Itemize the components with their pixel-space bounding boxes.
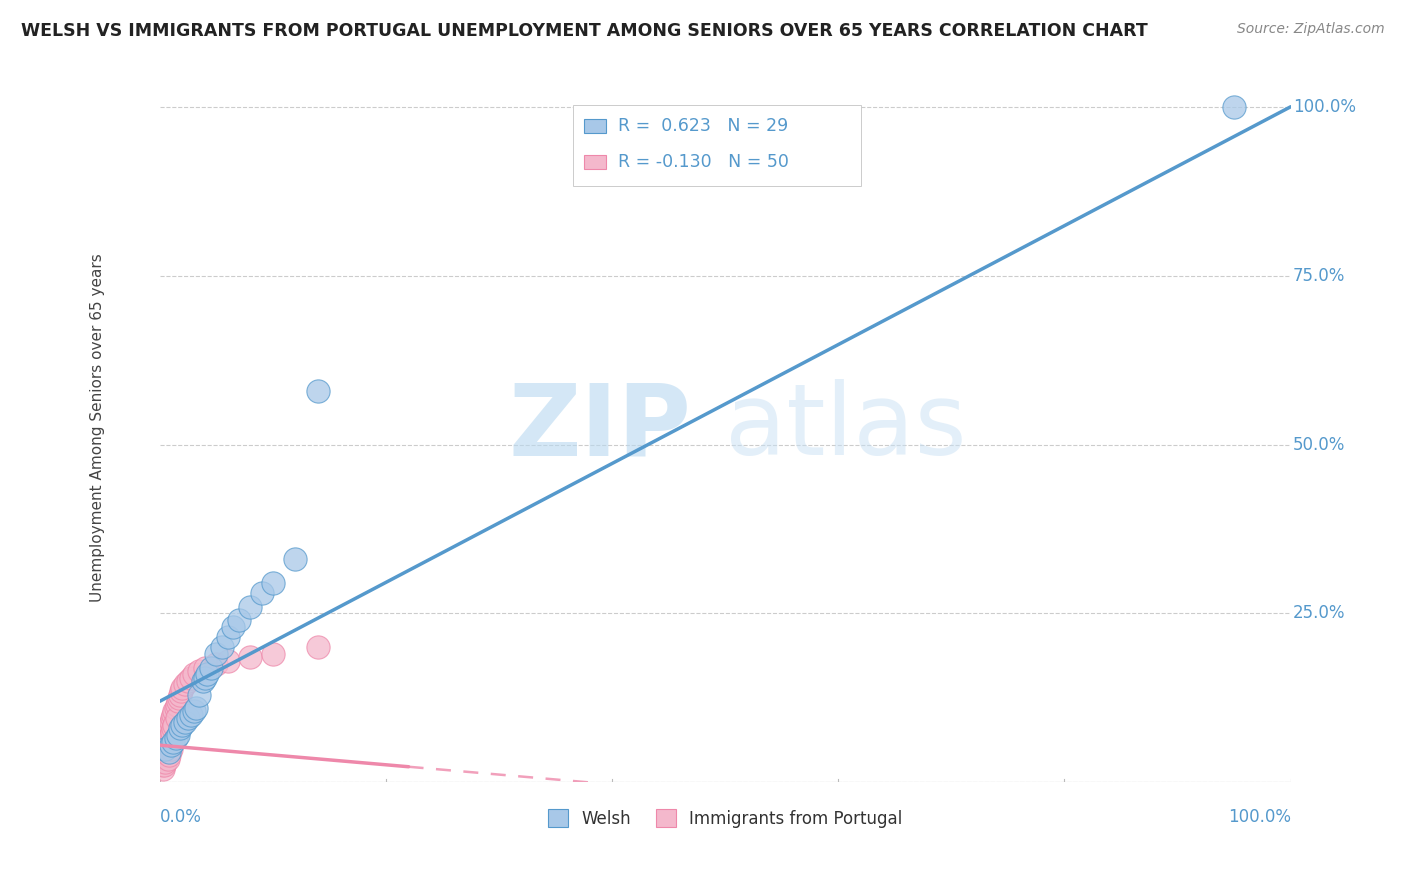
Point (188, 664, 211, 678)
Point (155, 728, 177, 742)
Text: Source: ZipAtlas.com: Source: ZipAtlas.com (1237, 22, 1385, 37)
Point (173, 714, 195, 729)
Point (159, 718, 181, 732)
Point (183, 667, 205, 681)
Text: WELSH VS IMMIGRANTS FROM PORTUGAL UNEMPLOYMENT AMONG SENIORS OVER 65 YEARS CORRE: WELSH VS IMMIGRANTS FROM PORTUGAL UNEMPL… (21, 22, 1147, 40)
Point (155, 755, 177, 769)
Point (1223, 100, 1246, 114)
Point (160, 724, 183, 739)
Point (307, 640, 329, 655)
Point (157, 745, 180, 759)
Text: atlas: atlas (725, 379, 967, 476)
FancyBboxPatch shape (572, 105, 860, 186)
Point (166, 728, 188, 742)
Point (155, 731, 177, 746)
Point (262, 576, 284, 591)
Point (150, 758, 173, 772)
Text: 0.0%: 0.0% (160, 808, 201, 826)
Text: R =  0.623   N = 29: R = 0.623 N = 29 (617, 117, 787, 136)
Point (162, 707, 184, 722)
Point (284, 552, 307, 566)
Point (153, 735, 176, 749)
Point (165, 701, 187, 715)
Point (191, 673, 214, 688)
Text: Unemployment Among Seniors over 65 years: Unemployment Among Seniors over 65 years (90, 253, 105, 602)
Point (163, 705, 186, 719)
Text: 50.0%: 50.0% (1294, 435, 1346, 453)
Text: R = -0.130   N = 50: R = -0.130 N = 50 (617, 153, 789, 170)
Point (217, 630, 239, 644)
FancyBboxPatch shape (583, 154, 606, 169)
Point (205, 647, 228, 661)
Point (167, 690, 190, 705)
Point (162, 721, 184, 735)
Legend: Welsh, Immigrants from Portugal: Welsh, Immigrants from Portugal (541, 803, 910, 834)
Point (166, 698, 188, 712)
Point (155, 741, 177, 756)
Point (239, 599, 262, 614)
Point (160, 711, 183, 725)
Point (156, 752, 179, 766)
Point (194, 671, 217, 685)
Point (250, 586, 273, 600)
Point (150, 745, 173, 759)
Point (205, 657, 228, 672)
Point (169, 688, 191, 702)
Text: ZIP: ZIP (509, 379, 692, 476)
Point (152, 738, 174, 752)
Point (180, 671, 202, 685)
Point (172, 718, 194, 732)
Point (173, 677, 195, 691)
Point (160, 714, 183, 729)
Point (163, 718, 186, 732)
Point (184, 701, 207, 715)
Point (200, 660, 222, 674)
Point (157, 721, 180, 735)
Point (155, 741, 177, 756)
Point (162, 735, 184, 749)
Point (166, 694, 188, 708)
Point (153, 758, 176, 772)
Point (177, 711, 200, 725)
Text: 75.0%: 75.0% (1294, 267, 1346, 285)
Point (157, 748, 180, 763)
Text: 100.0%: 100.0% (1227, 808, 1291, 826)
Point (165, 731, 187, 746)
Point (170, 684, 193, 698)
Point (166, 711, 188, 725)
Point (156, 738, 179, 752)
Point (180, 707, 202, 722)
Point (157, 735, 180, 749)
Point (228, 613, 250, 627)
Point (155, 745, 177, 759)
Point (194, 660, 217, 674)
Point (217, 654, 239, 668)
Point (153, 748, 176, 763)
Point (188, 688, 211, 702)
Text: 100.0%: 100.0% (1294, 98, 1355, 116)
Point (160, 741, 183, 756)
Point (211, 640, 233, 655)
Point (172, 681, 194, 695)
Point (160, 728, 183, 742)
Point (159, 731, 181, 746)
Point (195, 667, 218, 681)
Point (307, 384, 329, 398)
Point (149, 755, 172, 769)
Point (156, 724, 179, 739)
Point (160, 738, 183, 752)
Point (262, 647, 284, 661)
Point (169, 721, 191, 735)
Text: 25.0%: 25.0% (1294, 605, 1346, 623)
Point (152, 762, 174, 776)
Point (239, 650, 262, 665)
Point (177, 673, 200, 688)
Point (183, 705, 205, 719)
Point (152, 752, 174, 766)
FancyBboxPatch shape (583, 120, 606, 133)
Point (222, 620, 245, 634)
